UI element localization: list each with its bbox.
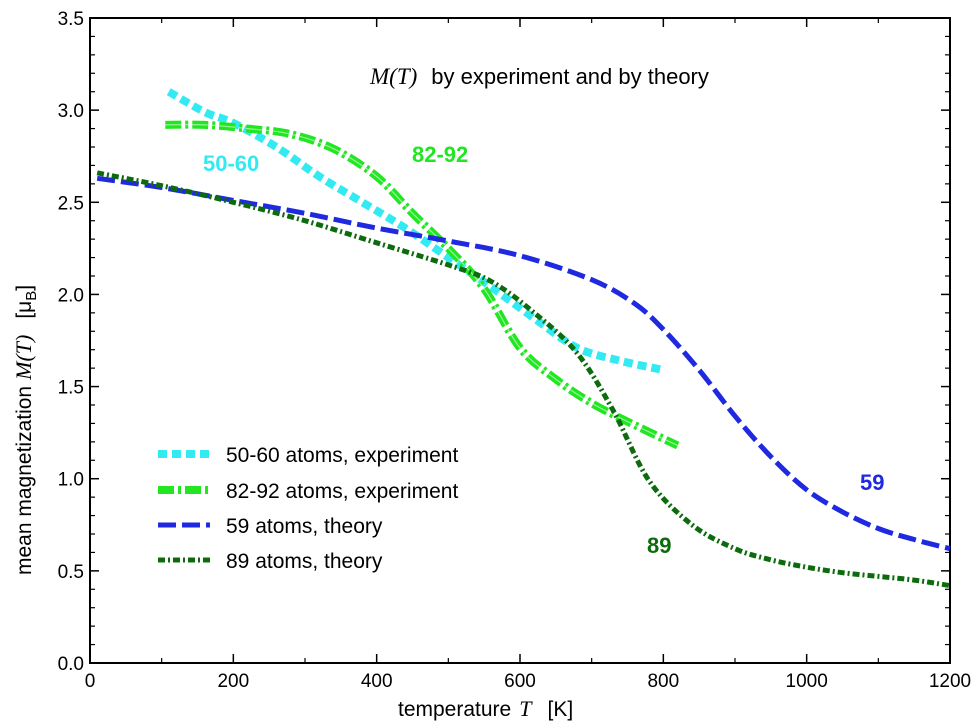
y-axis-label-unit: [μ bbox=[13, 301, 36, 319]
x-tick-labels: 0 200 400 600 800 1000 1200 bbox=[85, 671, 971, 692]
plot-frame bbox=[89, 17, 951, 664]
y-tick-label: 0.5 bbox=[58, 562, 84, 583]
x-axis-label-unit: [K] bbox=[547, 698, 573, 721]
series-line-1 bbox=[166, 88, 665, 374]
chart-title: M(T) by experiment and by theory bbox=[369, 64, 709, 89]
y-tick-label: 0.0 bbox=[58, 654, 84, 675]
y-axis-label-var: M(T) bbox=[11, 335, 36, 381]
y-axis-label: mean magnetization M(T) [μB] bbox=[11, 285, 40, 575]
series-line-4 bbox=[96, 170, 951, 589]
series-line-highlight-2 bbox=[165, 124, 678, 447]
x-tick-label: 600 bbox=[504, 671, 536, 692]
x-tick-label: 0 bbox=[85, 671, 96, 692]
legend: 50-60 atoms, experiment 82-92 atoms, exp… bbox=[158, 444, 458, 573]
y-tick-label: 3.5 bbox=[58, 9, 84, 30]
legend-label-89: 89 atoms, theory bbox=[226, 550, 383, 573]
y-tick-label: 3.0 bbox=[58, 101, 84, 122]
y-tick-label: 1.0 bbox=[58, 470, 84, 491]
y-axis-label-text: mean magnetization bbox=[13, 386, 36, 575]
legend-label-59: 59 atoms, theory bbox=[226, 515, 383, 538]
annotation-82-92: 82-92 bbox=[412, 142, 468, 167]
annotation-89: 89 bbox=[647, 533, 671, 558]
legend-label-82-92: 82-92 atoms, experiment bbox=[226, 480, 458, 503]
y-axis-label-unit-sub: B bbox=[23, 291, 40, 301]
x-axis-label-var: T bbox=[519, 696, 533, 721]
x-axis-label: temperature T [K] bbox=[398, 696, 573, 721]
x-tick-label: 1000 bbox=[786, 671, 828, 692]
annotation-59: 59 bbox=[860, 470, 884, 495]
axis-ticks bbox=[89, 17, 951, 664]
annotation-50-60: 50-60 bbox=[203, 151, 259, 176]
y-tick-labels: 0.0 0.5 1.0 1.5 2.0 2.5 3.0 3.5 bbox=[58, 9, 84, 675]
series-layer bbox=[96, 88, 951, 589]
y-tick-label: 2.0 bbox=[58, 285, 84, 306]
x-axis-label-text: temperature bbox=[398, 698, 511, 721]
y-axis-label-unit-close: ] bbox=[13, 285, 36, 291]
chart-title-rest: by experiment and by theory bbox=[431, 64, 709, 89]
x-tick-label: 1200 bbox=[929, 671, 971, 692]
chart-title-var: M(T) bbox=[369, 64, 417, 89]
x-tick-label: 400 bbox=[361, 671, 393, 692]
x-tick-label: 200 bbox=[217, 671, 249, 692]
y-tick-label: 1.5 bbox=[58, 378, 84, 399]
series-line-3 bbox=[96, 175, 951, 552]
y-tick-label: 2.5 bbox=[58, 193, 84, 214]
legend-label-50-60: 50-60 atoms, experiment bbox=[226, 444, 458, 467]
x-tick-label: 800 bbox=[647, 671, 679, 692]
